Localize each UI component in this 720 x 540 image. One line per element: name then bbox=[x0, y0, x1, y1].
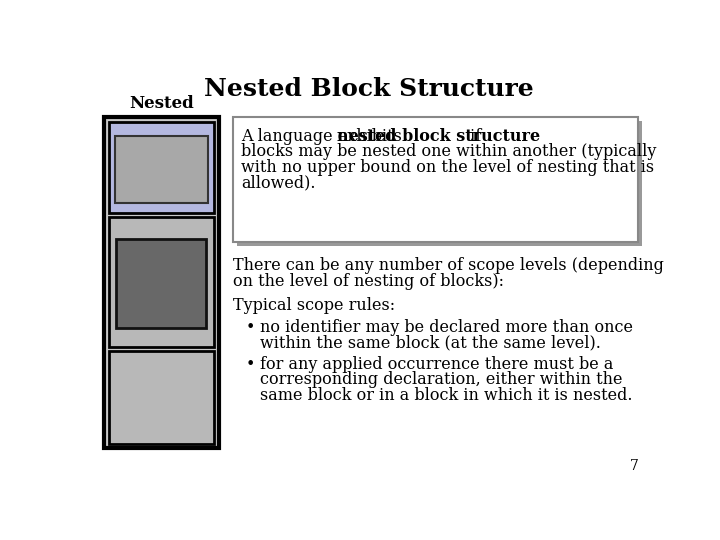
Text: within the same block (at the same level).: within the same block (at the same level… bbox=[260, 334, 600, 352]
Text: blocks may be nested one within another (typically: blocks may be nested one within another … bbox=[241, 143, 657, 160]
Text: on the level of nesting of blocks):: on the level of nesting of blocks): bbox=[233, 273, 505, 289]
Text: There can be any number of scope levels (depending: There can be any number of scope levels … bbox=[233, 257, 665, 274]
Text: Nested Block Structure: Nested Block Structure bbox=[204, 77, 534, 102]
Text: allowed).: allowed). bbox=[241, 174, 315, 191]
Text: A language exhibits: A language exhibits bbox=[241, 128, 407, 145]
Text: for any applied occurrence there must be a: for any applied occurrence there must be… bbox=[260, 356, 613, 373]
Text: •: • bbox=[246, 319, 255, 336]
Text: 7: 7 bbox=[630, 459, 639, 473]
Bar bbox=[104, 117, 219, 448]
Text: no identifier may be declared more than once: no identifier may be declared more than … bbox=[260, 319, 633, 336]
Bar bbox=[109, 351, 214, 444]
Bar bbox=[114, 136, 208, 204]
Text: Nested: Nested bbox=[129, 95, 194, 112]
Bar bbox=[117, 239, 206, 328]
Text: if: if bbox=[465, 128, 482, 145]
Text: with no upper bound on the level of nesting that is: with no upper bound on the level of nest… bbox=[241, 159, 654, 176]
Bar bbox=[109, 217, 214, 347]
Text: corresponding declaration, either within the: corresponding declaration, either within… bbox=[260, 372, 622, 388]
Text: •: • bbox=[246, 356, 255, 373]
Text: Typical scope rules:: Typical scope rules: bbox=[233, 298, 395, 314]
Text: same block or in a block in which it is nested.: same block or in a block in which it is … bbox=[260, 387, 632, 404]
Text: nested block structure: nested block structure bbox=[337, 128, 540, 145]
Bar bbox=[109, 122, 214, 213]
Bar bbox=[238, 121, 642, 246]
Bar bbox=[233, 117, 638, 242]
